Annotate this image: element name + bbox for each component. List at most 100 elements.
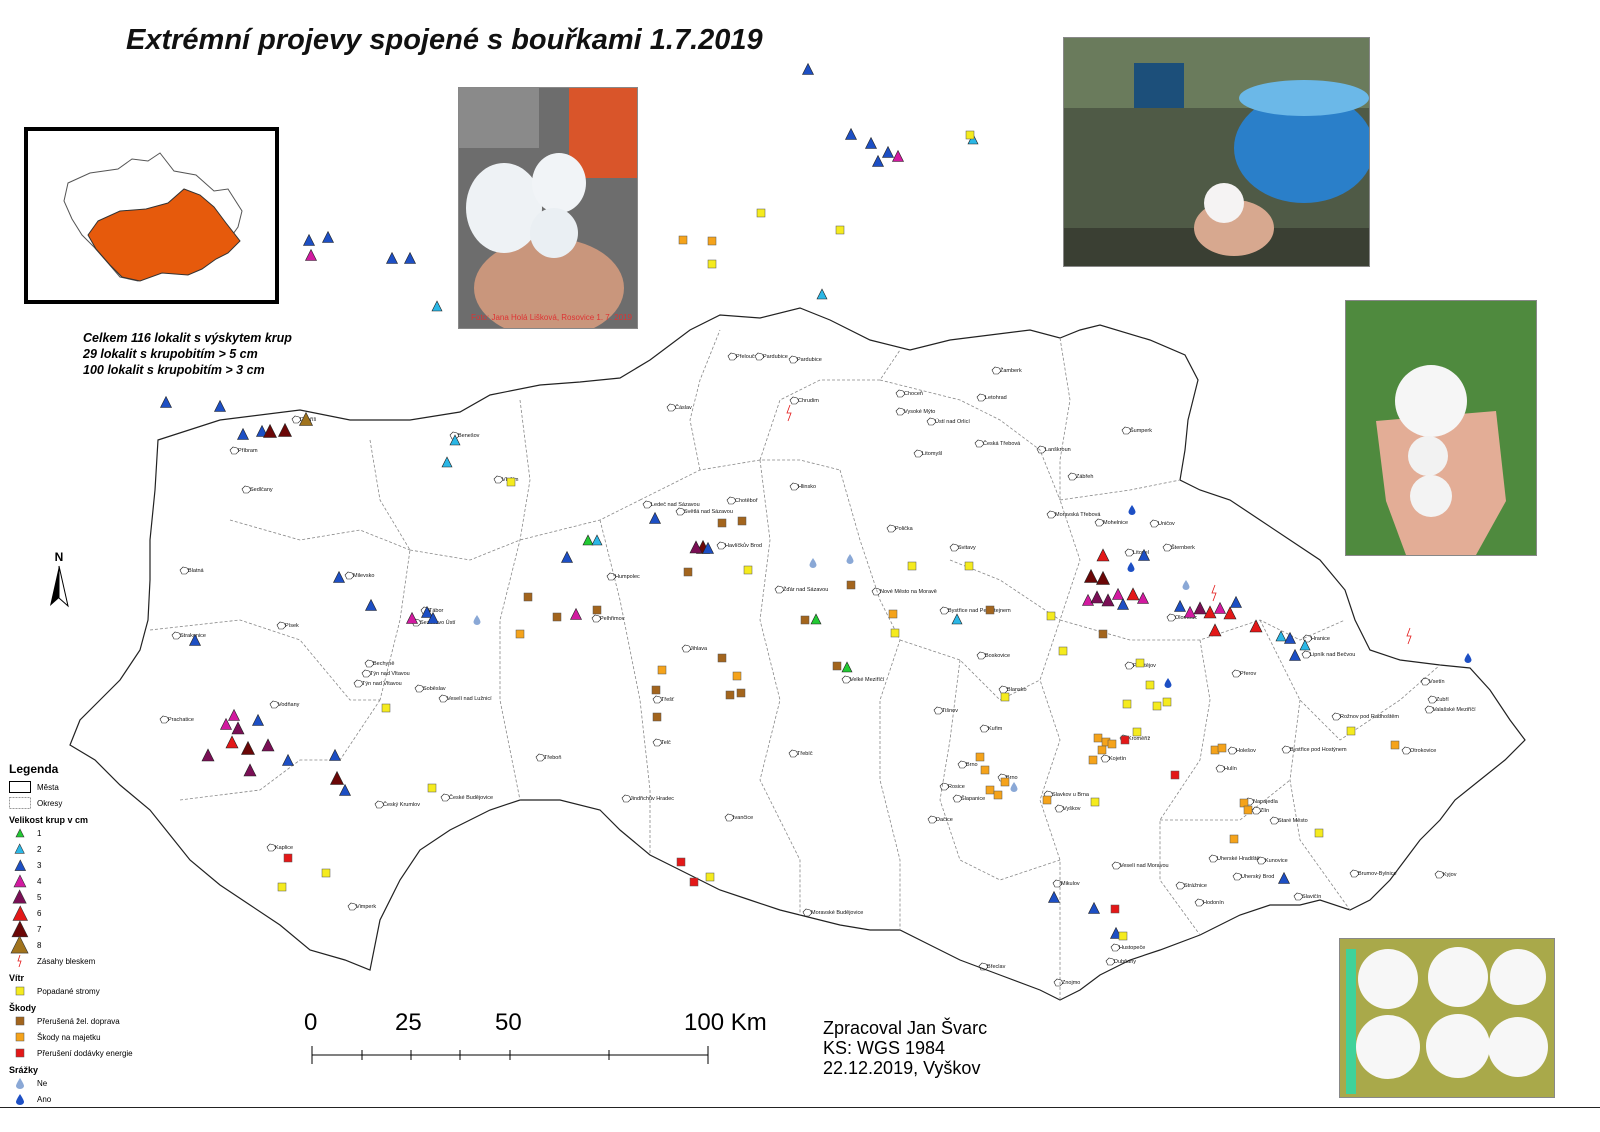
hail-marker <box>649 511 661 524</box>
city-outline <box>1424 705 1435 714</box>
hail-marker <box>299 411 313 426</box>
hail-marker <box>1184 605 1196 618</box>
hail-marker <box>1112 587 1124 600</box>
city-label: Uničov <box>1158 521 1175 527</box>
bottom-rule <box>0 1107 1600 1108</box>
hail-photo-image <box>1064 38 1369 266</box>
city-label: Bystřice pod Hostýnem <box>1290 747 1347 753</box>
city-outline <box>652 738 663 747</box>
legend-label: Škody na majetku <box>37 1032 101 1042</box>
hail-marker <box>1088 901 1100 914</box>
city-label: Dubňany <box>1114 959 1136 965</box>
city-label: Prostějov <box>1133 663 1156 669</box>
hail-marker <box>1138 548 1150 561</box>
damage-square-icon <box>15 1032 25 1042</box>
city-label: Blansko <box>1007 687 1027 693</box>
map-title: Extrémní projevy spojené s bouřkami 1.7.… <box>126 24 763 56</box>
city-label: Přelouč <box>736 354 755 360</box>
city-label: Česká Třebová <box>983 440 1021 447</box>
city-outline <box>726 496 737 505</box>
city-label: Pelhřimov <box>600 616 625 622</box>
fallen-trees-marker <box>1162 697 1172 707</box>
city-swatch-icon <box>9 781 31 793</box>
hail-marker <box>892 149 904 162</box>
damage-marker <box>683 567 693 577</box>
hail-marker <box>1203 605 1217 619</box>
hail-marker <box>261 738 275 752</box>
legend-row: 3 <box>9 857 159 873</box>
city-outline <box>1166 613 1177 622</box>
city-outline <box>440 793 451 802</box>
city-label: Humpolec <box>615 574 640 580</box>
author-block: Zpracoval Jan Švarc KS: WGS 1984 22.12.2… <box>823 1018 987 1078</box>
hail-marker <box>404 251 416 264</box>
fallen-trees-marker <box>890 628 900 638</box>
city-outline <box>291 415 302 424</box>
hail-marker <box>329 748 341 761</box>
damage-marker <box>975 752 985 762</box>
city-label: Bechyně <box>373 661 394 667</box>
hail-marker <box>1289 648 1301 661</box>
city-outline <box>1110 943 1121 952</box>
hail-size-1-icon <box>15 828 25 838</box>
city-label: Chrudim <box>798 398 819 404</box>
hail-marker <box>845 127 857 140</box>
city-label: Tábor <box>429 608 444 614</box>
hail-marker <box>872 154 884 167</box>
city-label: Žďár nad Sázavou <box>783 585 828 593</box>
city-layer: Přelouč Pardubice Pardubice Žamberk Čáslav Ch… <box>159 352 1476 987</box>
legend-section-precip: Srážky <box>9 1065 39 1075</box>
fallen-trees-marker <box>1132 727 1142 737</box>
hail-marker <box>441 456 453 468</box>
city-label: Litovel <box>1133 550 1149 556</box>
precipitation-marker <box>1164 678 1172 688</box>
legend-section-hail: Velikost krup v cm <box>9 815 89 825</box>
damage-marker <box>717 653 727 663</box>
hail-marker <box>160 395 172 408</box>
scale-label: 100 Km <box>684 1009 767 1036</box>
hail-marker <box>231 721 245 735</box>
city-label: Jindřichův Hradec <box>630 795 674 802</box>
legend-row: Přerušení dodávky energie <box>9 1045 159 1061</box>
city-outline <box>171 631 182 640</box>
hail-marker <box>1096 548 1110 562</box>
hail-marker <box>225 735 239 749</box>
lightning-marker <box>1211 584 1217 602</box>
hail-size-2-icon <box>14 843 26 854</box>
hail-marker <box>243 763 257 777</box>
scale-label: 50 <box>495 1009 522 1036</box>
hail-marker <box>1223 606 1237 620</box>
hail-marker <box>1275 630 1287 642</box>
north-arrow: N <box>44 550 74 608</box>
city-label: Třešť <box>661 697 675 703</box>
city-outline <box>1121 426 1132 435</box>
city-label: Ivančice <box>733 815 753 821</box>
hail-marker <box>333 570 345 583</box>
legend-hail-list: 1 2 3 4 5 6 7 8 <box>9 825 159 954</box>
damage-marker <box>846 580 856 590</box>
damage-marker <box>717 518 727 528</box>
city-outline <box>1281 745 1292 754</box>
city-label: Soběslav <box>423 686 446 692</box>
author-line: KS: WGS 1984 <box>823 1038 946 1058</box>
city-outline <box>353 679 364 688</box>
city-label: Polička <box>895 526 914 532</box>
hail-marker <box>1284 631 1296 644</box>
hail-marker <box>689 540 703 554</box>
city-outline <box>727 352 738 361</box>
district-swatch-icon <box>9 797 31 809</box>
city-outline <box>974 439 985 448</box>
city-outline <box>1054 804 1065 813</box>
city-label: Rosice <box>948 784 965 790</box>
city-label: Vimperk <box>356 904 376 910</box>
legend-label: 7 <box>37 924 42 934</box>
city-label: Žamberk <box>1000 366 1022 374</box>
city-label: Kojetín <box>1109 756 1126 762</box>
city-outline <box>493 475 504 484</box>
city-label: Břeclav <box>987 964 1006 970</box>
damage-marker <box>1243 805 1253 815</box>
city-outline <box>1231 669 1242 678</box>
city-outline <box>229 446 240 455</box>
hail-marker <box>421 605 433 618</box>
